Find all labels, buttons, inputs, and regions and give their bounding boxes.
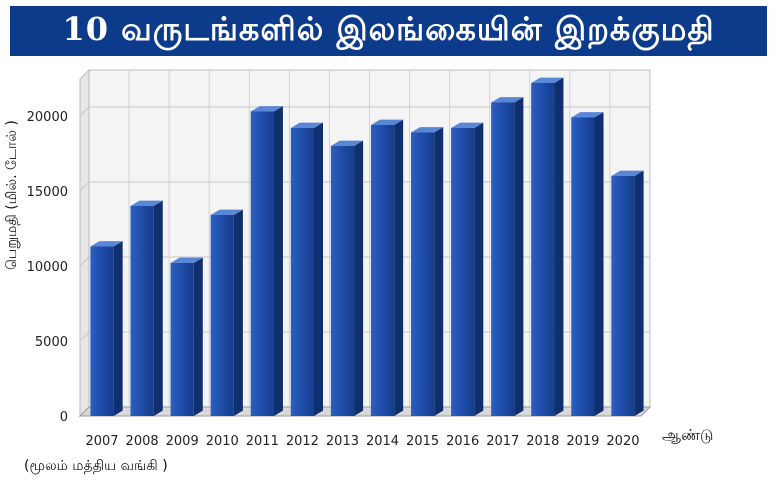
x-tick-label: 2009 (166, 434, 199, 449)
x-tick-label: 2013 (326, 434, 359, 449)
bar (491, 97, 524, 416)
bar (611, 170, 644, 416)
bar-side (394, 119, 404, 416)
bar-side (193, 257, 203, 416)
bar-top (170, 257, 203, 263)
source-note: (மூலம் மத்திய வங்கி ) (24, 458, 168, 474)
x-tick-label: 2012 (286, 434, 319, 449)
bar (290, 122, 324, 416)
bar (370, 119, 404, 416)
bar-front (330, 146, 355, 416)
bar-side (554, 77, 564, 416)
plot-floor (78, 406, 652, 417)
bar-top (571, 112, 604, 118)
bar-side (594, 112, 604, 416)
bar-front (451, 128, 475, 416)
x-tick-label: 2019 (566, 434, 599, 449)
bar-top (370, 119, 404, 125)
bar (571, 112, 604, 416)
bar-top (90, 241, 123, 247)
x-tick-label: 2010 (206, 434, 239, 449)
bar-front (130, 206, 154, 416)
x-tick-label: 2020 (606, 434, 639, 449)
bar-top (330, 140, 364, 146)
bar-top (130, 200, 163, 206)
horizontal-gridline-side (79, 181, 90, 192)
x-tick-label: 2008 (126, 434, 159, 449)
y-tick-label: 20000 (27, 110, 68, 125)
x-tick-label: 2016 (446, 434, 479, 449)
horizontal-gridline-side (79, 106, 90, 117)
y-tick-label: 0 (60, 410, 68, 425)
y-axis-label: பெறுமதி (மில். டோல் ) (4, 120, 20, 270)
bar-top (410, 127, 444, 133)
bar (410, 127, 444, 416)
bar-top (250, 106, 283, 112)
bar-side (634, 170, 644, 416)
bar (451, 122, 484, 416)
x-tick-label: 2017 (486, 434, 519, 449)
bar (130, 200, 163, 416)
y-tick-label: 10000 (27, 260, 68, 275)
x-tick-label: 2018 (526, 434, 559, 449)
bar-front (410, 132, 435, 416)
bar-top (451, 122, 484, 128)
bar (330, 140, 364, 416)
bar (531, 77, 564, 416)
bar-front (370, 125, 395, 416)
bar (250, 106, 283, 416)
bar-front (170, 263, 194, 416)
horizontal-gridline-side (79, 256, 90, 267)
x-axis-label: ஆண்டு (662, 426, 714, 444)
bar-side (434, 127, 444, 416)
bar-front (250, 111, 274, 416)
bar-top (290, 122, 324, 128)
x-tick-label: 2011 (246, 434, 279, 449)
x-tick-label: 2007 (85, 434, 118, 449)
bar-top (491, 97, 524, 103)
plot-side-wall (79, 68, 90, 418)
bar-front (531, 83, 555, 416)
bar-front (210, 215, 234, 416)
bar (170, 257, 203, 416)
bar-side (113, 241, 123, 416)
bar (90, 241, 123, 416)
bar-front (290, 128, 315, 416)
x-tick-label: 2015 (406, 434, 439, 449)
bar-side (474, 122, 484, 416)
y-tick-label: 15000 (27, 185, 68, 200)
bar-front (90, 246, 114, 416)
bar-side (233, 209, 243, 416)
horizontal-gridline-side (79, 331, 90, 342)
bar-front (611, 176, 635, 416)
bar-side (314, 122, 324, 416)
bar-front (571, 117, 595, 416)
y-tick-label: 5000 (35, 335, 68, 350)
bar-top (210, 209, 243, 215)
chart-title: 10 வருடங்களில் இலங்கையின் இறக்குமதி (10, 6, 767, 56)
bar-side (514, 97, 524, 416)
bar (210, 209, 243, 416)
bar-top (531, 77, 564, 83)
bar-top (611, 170, 644, 176)
bar-front (491, 102, 515, 416)
bar-side (273, 106, 283, 416)
bar-side (153, 200, 163, 416)
x-tick-label: 2014 (366, 434, 399, 449)
bar-side (354, 140, 364, 416)
